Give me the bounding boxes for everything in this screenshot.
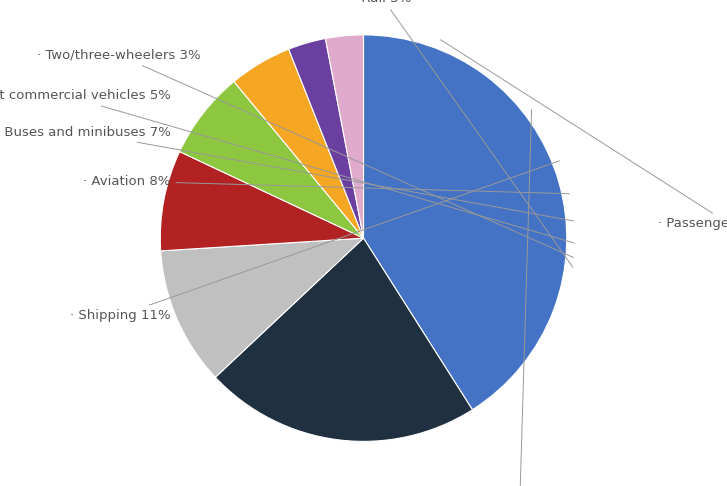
Text: · Aviation 8%: · Aviation 8% <box>83 175 569 194</box>
Text: · Rail 3%: · Rail 3% <box>353 0 573 267</box>
Wedge shape <box>289 38 364 238</box>
Text: · Two/three-wheelers 3%: · Two/three-wheelers 3% <box>37 49 574 258</box>
Text: · Medium and heavy trucks 22%: · Medium and heavy trucks 22% <box>412 109 627 486</box>
Text: · Passenger cars 41%: · Passenger cars 41% <box>441 40 727 230</box>
Text: · Shipping 11%: · Shipping 11% <box>70 161 560 322</box>
Wedge shape <box>215 238 473 441</box>
Wedge shape <box>234 49 364 238</box>
Wedge shape <box>180 82 364 238</box>
Text: · Light commercial vehicles 5%: · Light commercial vehicles 5% <box>0 89 574 243</box>
Wedge shape <box>364 35 567 410</box>
Text: · Buses and minibuses 7%: · Buses and minibuses 7% <box>0 126 574 221</box>
Wedge shape <box>160 152 364 251</box>
Wedge shape <box>161 238 364 377</box>
Wedge shape <box>326 35 364 238</box>
